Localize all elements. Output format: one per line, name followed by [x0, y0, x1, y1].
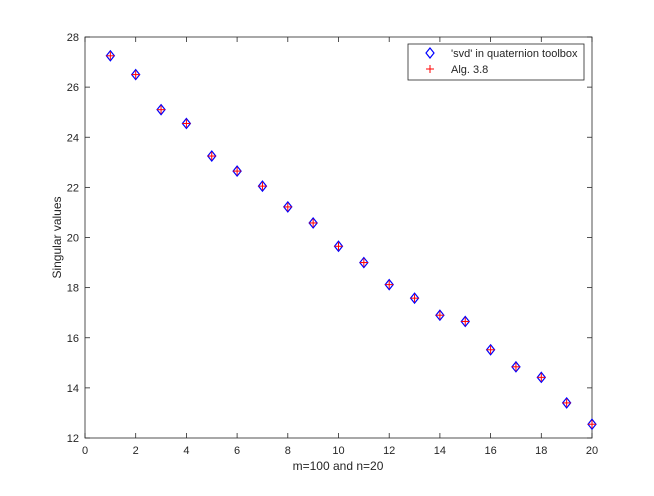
data-point-alg — [283, 202, 292, 211]
data-point-svd — [181, 117, 192, 130]
legend-diamond-marker — [425, 47, 435, 59]
y-tick-label: 26 — [67, 82, 79, 94]
data-point-svd — [105, 49, 116, 62]
data-point-svd — [308, 217, 318, 229]
x-tick-label: 10 — [332, 445, 344, 457]
data-point-svd — [435, 309, 445, 322]
data-point-alg — [461, 317, 470, 326]
x-axis-ticks: 0 2 4 6 8 10 12 14 16 18 20 — [82, 37, 598, 457]
x-tick-label: 12 — [383, 445, 395, 457]
x-tick-label: 16 — [484, 445, 496, 457]
data-point-alg — [588, 420, 596, 429]
data-point-alg — [309, 218, 318, 227]
x-tick-label: 18 — [535, 445, 547, 457]
data-point-alg — [334, 242, 343, 251]
data-point-svd — [536, 371, 547, 384]
data-point-svd — [283, 200, 293, 213]
data-point-svd — [359, 256, 369, 269]
x-tick-label: 4 — [183, 445, 189, 457]
x-axis-label: m=100 and n=20 — [293, 459, 384, 473]
y-tick-label: 20 — [67, 233, 79, 245]
data-point-svd — [409, 292, 420, 305]
legend-plus-glyph — [426, 65, 434, 73]
data-point-alg — [131, 70, 140, 79]
data-point-alg — [410, 294, 419, 303]
data-point-alg — [157, 105, 166, 114]
data-point-svd — [257, 180, 268, 193]
y-tick-label: 18 — [67, 283, 79, 295]
data-point-alg — [258, 182, 267, 191]
y-tick-label: 22 — [67, 182, 79, 194]
data-point-svd — [333, 240, 344, 253]
data-point-alg — [106, 51, 115, 60]
data-point-svd — [206, 150, 217, 163]
y-tick-label: 14 — [67, 383, 79, 395]
data-point-alg — [182, 119, 191, 128]
y-axis-ticks: 12 14 16 18 20 22 24 26 28 — [67, 32, 592, 445]
data-point-svd — [561, 396, 572, 409]
data-point-alg — [385, 280, 394, 289]
x-tick-label: 8 — [285, 445, 291, 457]
legend-label-alg: Alg. 3.8 — [451, 64, 488, 76]
legend-label-svd: 'svd' in quaternion toolbox — [451, 48, 578, 60]
x-tick-label: 20 — [586, 445, 598, 457]
data-point-alg — [233, 167, 242, 176]
legend-box — [407, 43, 585, 81]
series-layer — [105, 49, 597, 431]
data-point-svd — [485, 343, 496, 356]
data-point-alg — [207, 152, 216, 161]
data-point-svd — [232, 165, 242, 178]
x-tick-label: 6 — [234, 445, 240, 457]
x-tick-label: 0 — [82, 445, 88, 457]
plot-area — [84, 36, 593, 439]
data-point-alg — [486, 345, 495, 354]
x-tick-label: 14 — [434, 445, 446, 457]
data-point-svd — [587, 418, 597, 431]
data-point-svd — [511, 360, 521, 373]
y-tick-label: 28 — [67, 32, 79, 44]
x-tick-label: 2 — [133, 445, 139, 457]
data-point-svd — [156, 103, 166, 116]
y-axis-label: Singular values — [50, 196, 64, 278]
legend-plus-marker — [426, 65, 434, 73]
data-point-alg — [537, 373, 546, 382]
legend: 'svd' in quaternion toolbox Alg. 3.8 — [407, 43, 585, 81]
y-tick-label: 12 — [67, 433, 79, 445]
data-point-alg — [359, 258, 368, 267]
data-point-svd — [460, 315, 471, 328]
y-tick-label: 16 — [67, 333, 79, 345]
data-point-alg — [435, 311, 444, 320]
data-point-alg — [511, 362, 520, 371]
data-point-alg — [562, 398, 571, 407]
y-tick-label: 24 — [67, 132, 79, 144]
legend-diamond-glyph — [425, 47, 435, 59]
data-point-svd — [130, 68, 141, 81]
data-point-svd — [384, 278, 394, 291]
